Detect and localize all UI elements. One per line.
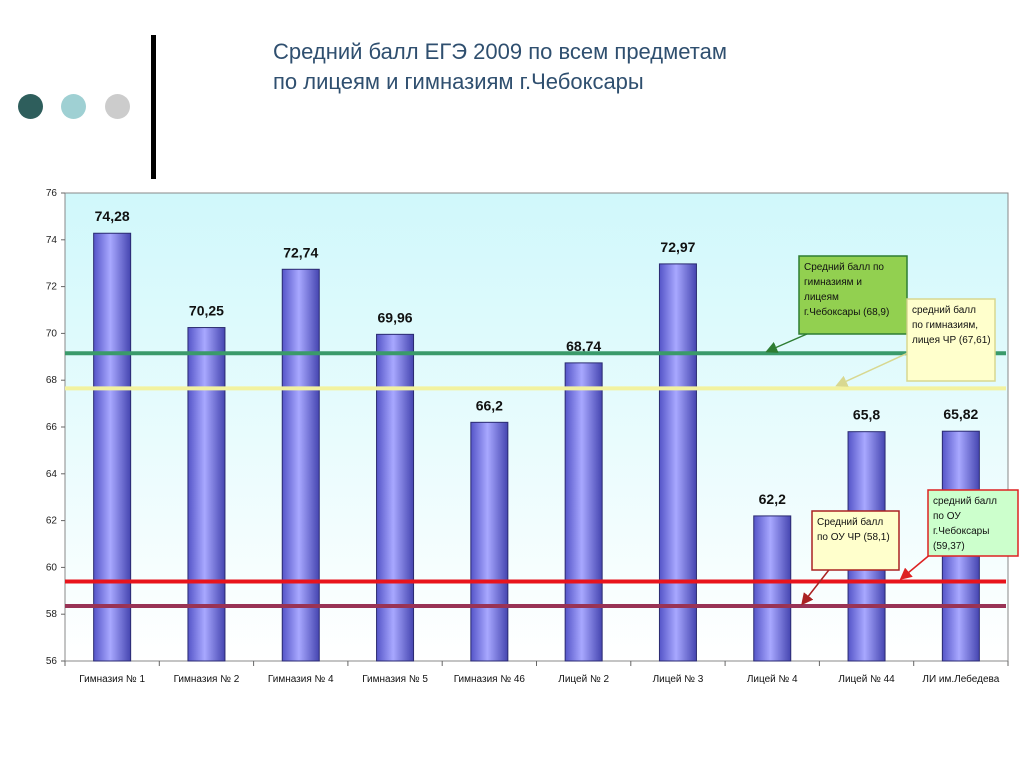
callout-text: средний балл	[912, 304, 976, 316]
y-tick-label: 70	[46, 328, 58, 339]
callout-text: Средний балл по	[804, 261, 884, 273]
value-label: 65,82	[943, 406, 978, 422]
value-label: 65,8	[853, 407, 880, 423]
bar	[281, 268, 320, 662]
callout-box	[927, 489, 1019, 557]
y-tick-label: 68	[46, 375, 58, 386]
y-tick-label: 76	[46, 188, 58, 199]
y-tick-label: 66	[46, 422, 58, 433]
category-label: Лицей № 3	[653, 674, 704, 685]
bar	[376, 333, 415, 662]
y-tick-label: 72	[46, 282, 58, 293]
callout-arrow	[801, 565, 833, 606]
callout-text: (59,37)	[933, 541, 965, 552]
value-label: 72,74	[283, 244, 318, 260]
y-tick-label: 64	[46, 469, 58, 480]
bar	[753, 515, 792, 662]
callout-text: по гимназиям,	[912, 320, 978, 331]
callout-box	[798, 255, 908, 335]
category-label: Гимназия № 1	[79, 674, 145, 685]
dot-light	[61, 94, 86, 119]
y-tick-label: 74	[46, 235, 58, 246]
bar	[93, 232, 132, 662]
y-tick-label: 60	[46, 562, 58, 573]
category-label: Лицей № 2	[558, 674, 609, 685]
category-label: Лицей № 44	[838, 674, 895, 685]
callout-text: средний балл	[933, 495, 997, 507]
bar	[564, 362, 603, 662]
y-tick-label: 56	[46, 656, 58, 667]
category-label: Гимназия № 2	[174, 674, 240, 685]
category-label: Гимназия № 4	[268, 674, 334, 685]
dot-dark	[18, 94, 43, 119]
callout-text: по ОУ	[933, 511, 961, 522]
callout-box	[811, 510, 900, 571]
callout-arrow	[835, 351, 911, 387]
slide-title-line-1: Средний балл ЕГЭ 2009 по всем предметам	[273, 39, 727, 64]
category-label: Гимназия № 5	[362, 674, 428, 685]
category-label: Гимназия № 46	[454, 674, 526, 685]
callout-text: г.Чебоксары	[933, 525, 989, 537]
bar	[470, 421, 509, 662]
value-label: 74,28	[95, 208, 130, 224]
value-label: 69,96	[378, 309, 413, 325]
category-label: Лицей № 4	[747, 674, 798, 685]
value-label: 68,74	[566, 338, 601, 354]
dot-grey	[105, 94, 130, 119]
title-divider	[151, 35, 156, 179]
callout-box	[906, 298, 996, 382]
callout-text: г.Чебоксары (68,9)	[804, 306, 889, 318]
callout-text: лицея ЧР (67,61)	[912, 335, 991, 346]
decorative-dots	[18, 94, 138, 120]
callout-text: лицеям	[804, 292, 839, 303]
value-label: 70,25	[189, 303, 224, 319]
value-label: 62,2	[759, 491, 786, 507]
slide-title-line-2: по лицеям и гимназиям г.Чебоксары	[273, 69, 644, 94]
value-label: 66,2	[476, 397, 503, 413]
callout-text: гимназиям и	[804, 277, 862, 288]
callout-text: Средний балл	[817, 516, 883, 528]
slide-title: Средний балл ЕГЭ 2009 по всем предметам …	[273, 37, 893, 97]
value-label: 72,97	[660, 239, 695, 255]
y-tick-label: 58	[46, 609, 58, 620]
bar	[658, 263, 697, 662]
category-label: ЛИ им.Лебедева	[922, 673, 999, 685]
y-tick-label: 62	[46, 516, 58, 527]
callout-text: по ОУ ЧР (58,1)	[817, 532, 890, 543]
bar	[187, 327, 226, 662]
